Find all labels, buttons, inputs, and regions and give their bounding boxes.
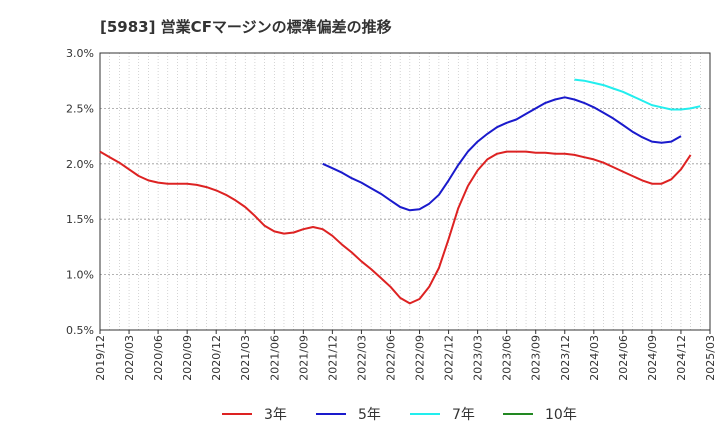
chart-title: [5983] 営業CFマージンの標準偏差の推移 bbox=[100, 18, 392, 36]
legend-label: 5年 bbox=[358, 407, 381, 423]
x-tick-label: 2020/09 bbox=[181, 335, 194, 381]
legend-label: 7年 bbox=[452, 407, 475, 423]
y-tick-label: 1.0% bbox=[66, 269, 94, 282]
x-tick-label: 2022/09 bbox=[414, 335, 427, 381]
legend-label: 3年 bbox=[264, 407, 287, 423]
x-tick-label: 2024/03 bbox=[588, 335, 601, 381]
x-tick-label: 2024/09 bbox=[646, 335, 659, 381]
x-tick-label: 2020/03 bbox=[123, 335, 136, 381]
x-tick-label: 2023/09 bbox=[530, 335, 543, 381]
legend: 3年 5年 7年 10年 bbox=[222, 407, 577, 423]
y-tick-label: 0.5% bbox=[66, 324, 94, 337]
y-tick-label: 2.5% bbox=[66, 102, 94, 115]
y-tick-label: 2.0% bbox=[66, 158, 94, 171]
x-tick-label: 2021/12 bbox=[326, 335, 339, 381]
x-tick-label: 2024/12 bbox=[675, 335, 688, 381]
series-line-5年 bbox=[322, 96, 682, 212]
x-tick-label: 2023/12 bbox=[559, 335, 572, 381]
x-tick-label: 2023/06 bbox=[501, 335, 514, 381]
x-tick-label: 2021/03 bbox=[239, 335, 252, 381]
y-tick-label: 3.0% bbox=[66, 47, 94, 60]
x-tick-label: 2023/03 bbox=[472, 335, 485, 381]
x-tick-label: 2022/03 bbox=[355, 335, 368, 381]
x-tick-label: 2021/09 bbox=[297, 335, 310, 381]
x-tick-label: 2020/12 bbox=[210, 335, 223, 381]
legend-label: 10年 bbox=[545, 407, 577, 423]
y-tick-label: 1.5% bbox=[66, 213, 94, 226]
x-tick-label: 2021/06 bbox=[268, 335, 281, 381]
series-line-3年 bbox=[99, 150, 692, 305]
x-tick-label: 2020/06 bbox=[152, 335, 165, 381]
plot-area: 0.5% 1.0% 1.5% 2.0% 2.5% 3.0% 2019/12 2020/03 20… bbox=[66, 47, 717, 381]
series-line-7年 bbox=[574, 78, 701, 111]
x-tick-label: 2025/03 bbox=[704, 335, 717, 381]
plot-frame bbox=[99, 52, 711, 331]
x-tick-label: 2019/12 bbox=[94, 335, 107, 381]
x-tick-label: 2022/12 bbox=[443, 335, 456, 381]
x-tick-label: 2024/06 bbox=[617, 335, 630, 381]
x-tick-label: 2022/06 bbox=[384, 335, 397, 381]
